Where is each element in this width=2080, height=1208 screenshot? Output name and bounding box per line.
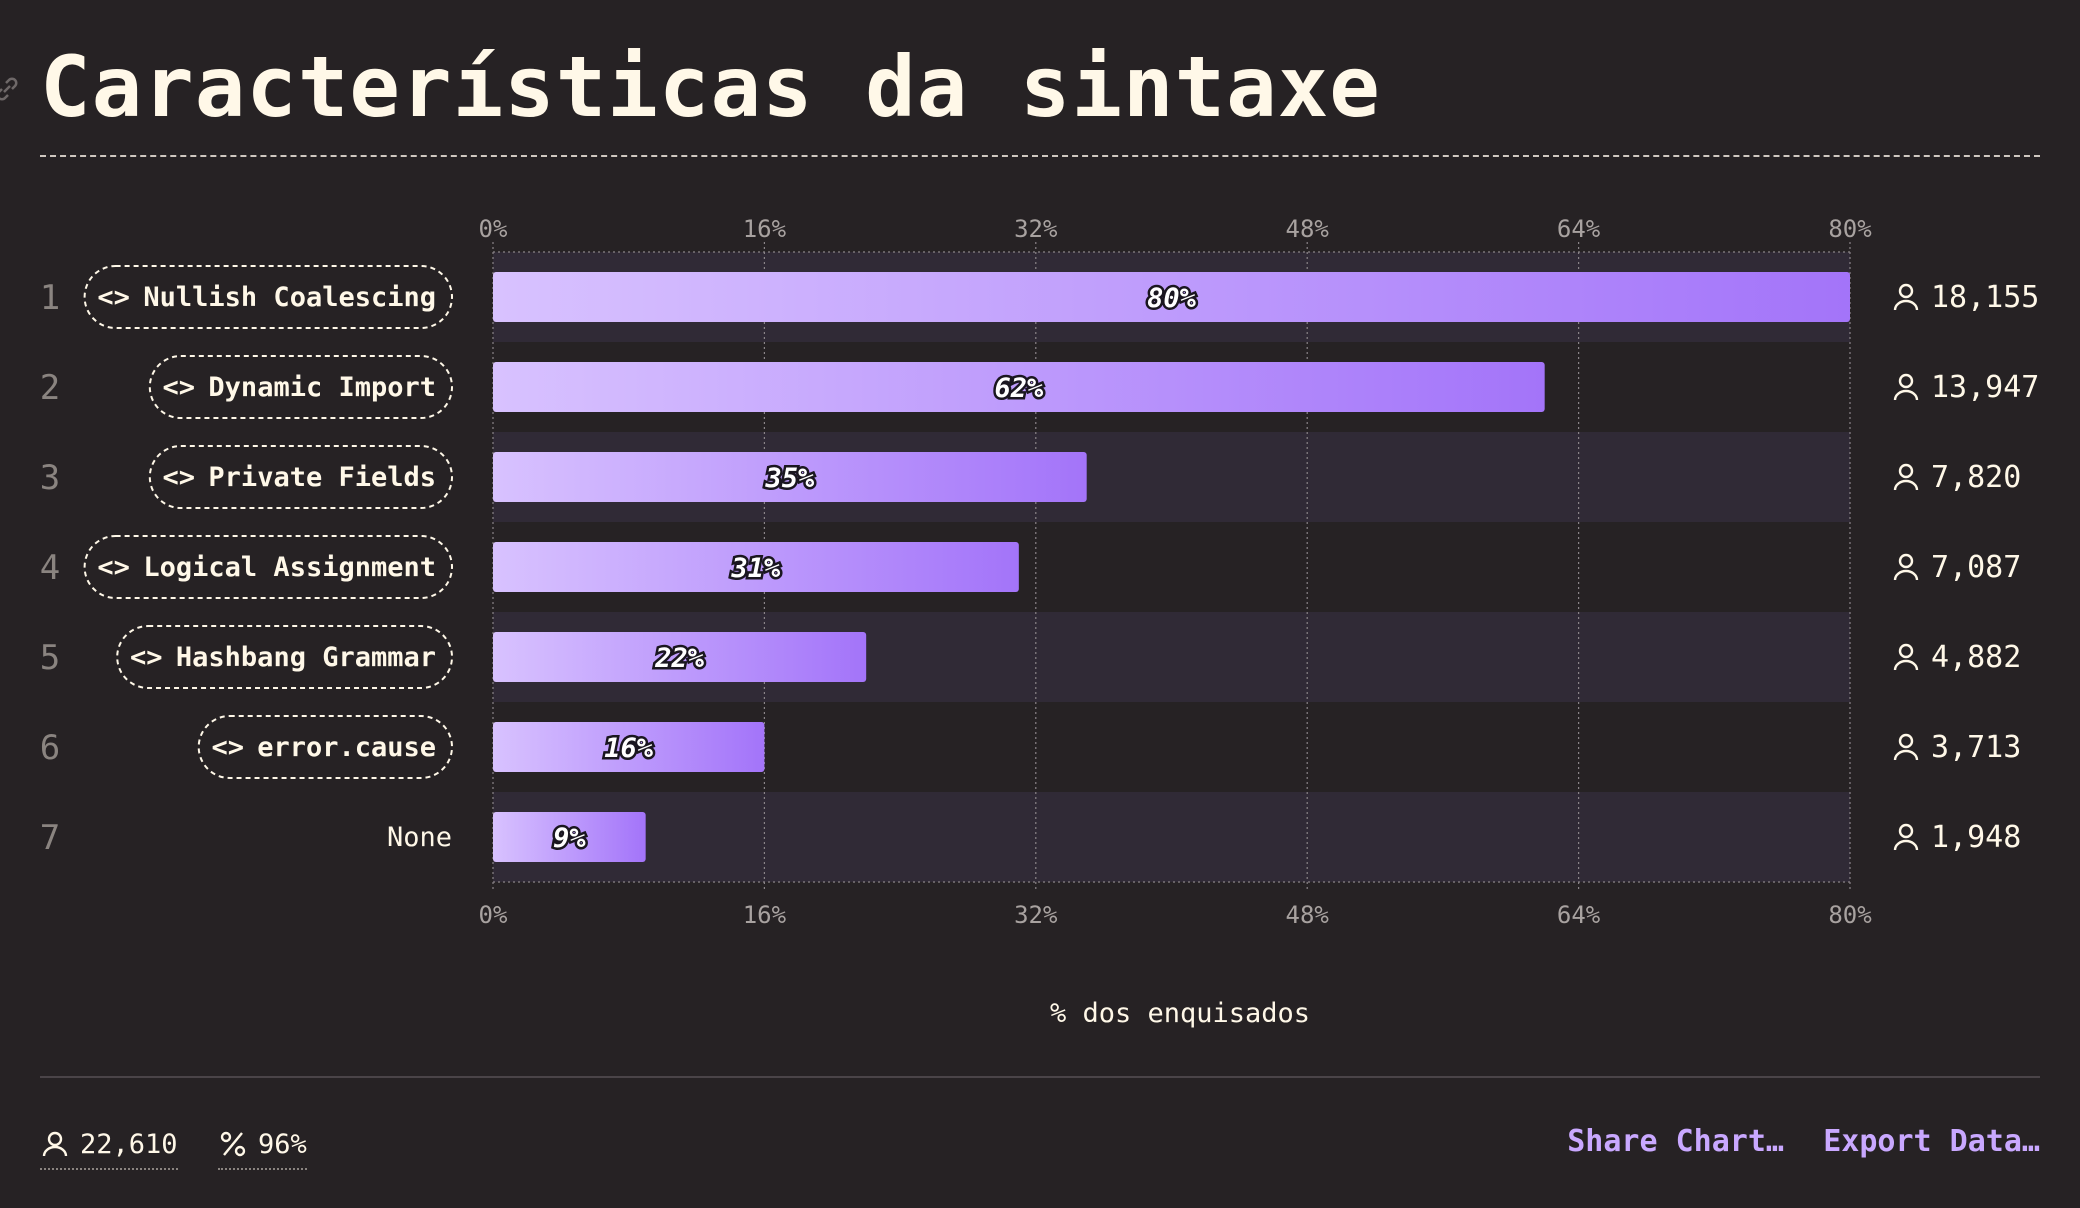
bar[interactable] <box>493 362 1545 412</box>
respondent-count: 1,948 <box>1931 820 2021 855</box>
user-icon <box>1893 373 1919 401</box>
user-icon-head <box>1898 373 1914 389</box>
user-icon-head <box>1898 643 1914 659</box>
user-icon <box>42 1131 68 1157</box>
feature-tag[interactable] <box>83 265 453 329</box>
x-tick-label-top: 16% <box>743 215 787 243</box>
x-tick-label-top: 80% <box>1828 215 1872 243</box>
rank-number: 7 <box>40 818 60 858</box>
x-tick-label-top: 64% <box>1557 215 1601 243</box>
feature-tag[interactable] <box>83 535 453 599</box>
rank-number: 6 <box>40 728 60 768</box>
share-chart-button[interactable]: Share Chart… <box>1567 1124 1784 1159</box>
bar-chart: 0%0%16%16%32%32%48%48%64%64%80%80% 80%62… <box>40 215 2040 1029</box>
x-tick-label-top: 48% <box>1286 215 1330 243</box>
user-icon-head <box>1898 463 1914 479</box>
user-icon <box>1893 733 1919 761</box>
x-axis-label: % dos enquisados <box>1050 998 1310 1029</box>
bar[interactable] <box>493 722 765 772</box>
respondents-stat[interactable]: 22,610 <box>40 1124 178 1170</box>
category-label: None <box>387 822 452 853</box>
respondents-count: 22,610 <box>80 1128 178 1160</box>
user-icon-body <box>1893 299 1919 311</box>
user-icon-body <box>1893 839 1919 851</box>
x-tick-label-bottom: 32% <box>1014 901 1058 929</box>
category-label: Private Fields <box>208 462 436 493</box>
user-icon <box>1893 283 1919 311</box>
x-tick-label-bottom: 80% <box>1828 901 1872 929</box>
code-brackets-icon: <> <box>97 552 130 583</box>
bar[interactable] <box>493 812 646 862</box>
x-tick-label-bottom: 64% <box>1557 901 1601 929</box>
footer-divider <box>40 1076 2040 1078</box>
bar[interactable] <box>493 452 1087 502</box>
code-brackets-icon: <> <box>211 732 244 763</box>
feature-tag[interactable] <box>116 625 453 689</box>
x-tick-label-bottom: 48% <box>1286 901 1330 929</box>
user-icon-body <box>1893 569 1919 581</box>
respondent-count: 18,155 <box>1931 280 2039 315</box>
title-divider <box>40 155 2040 157</box>
user-icon-body <box>1893 659 1919 671</box>
respondent-count: 7,087 <box>1931 550 2021 585</box>
x-tick-label-top: 32% <box>1014 215 1058 243</box>
rank-number: 5 <box>40 638 60 678</box>
category-label: error.cause <box>257 732 436 763</box>
row-band <box>493 792 1850 882</box>
bar-value-label: 31% <box>731 553 782 584</box>
respondent-count: 13,947 <box>1931 370 2039 405</box>
link-icon[interactable] <box>0 74 22 104</box>
user-icon-body <box>1893 749 1919 761</box>
code-brackets-icon: <> <box>163 372 196 403</box>
export-data-button[interactable]: Export Data… <box>1823 1124 2040 1159</box>
user-icon <box>1893 823 1919 851</box>
user-icon-head <box>1898 733 1914 749</box>
user-icon <box>1893 553 1919 581</box>
respondent-count: 4,882 <box>1931 640 2021 675</box>
percentage-value: 96% <box>258 1128 307 1160</box>
bar-value-label: 16% <box>604 733 654 764</box>
bar[interactable] <box>493 542 1019 592</box>
bar[interactable] <box>493 632 867 682</box>
bar-value-label: 22% <box>654 643 705 674</box>
x-tick-label-bottom: 16% <box>743 901 787 929</box>
bar-value-label: 62% <box>994 373 1044 404</box>
bar[interactable] <box>493 272 1850 322</box>
category-label: Dynamic Import <box>208 372 436 403</box>
user-icon-body <box>1893 389 1919 401</box>
user-icon-body <box>1893 479 1919 491</box>
category-label: Nullish Coalescing <box>143 282 436 313</box>
bar-value-label: 35% <box>764 463 815 494</box>
feature-tag[interactable] <box>148 355 454 419</box>
bar-value-label: 9% <box>553 823 586 854</box>
bar-value-label: 80% <box>1147 283 1197 314</box>
percentage-stat[interactable]: 96% <box>218 1124 307 1170</box>
code-brackets-icon: <> <box>163 462 196 493</box>
x-tick-label-bottom: 0% <box>479 901 508 929</box>
page-title: Características da sintaxe <box>40 38 1381 136</box>
user-icon-head <box>1898 553 1914 569</box>
code-brackets-icon: <> <box>130 642 163 673</box>
category-label: Hashbang Grammar <box>176 642 436 673</box>
respondent-count: 3,713 <box>1931 730 2021 765</box>
rank-number: 2 <box>40 368 60 408</box>
user-icon <box>1893 643 1919 671</box>
category-label: Logical Assignment <box>143 552 436 583</box>
percent-icon <box>220 1131 246 1157</box>
rank-number: 3 <box>40 458 60 498</box>
rank-number: 1 <box>40 278 60 318</box>
user-icon-head <box>1898 283 1914 299</box>
user-icon-head <box>1898 823 1914 839</box>
user-icon <box>1893 463 1919 491</box>
respondent-count: 7,820 <box>1931 460 2021 495</box>
code-brackets-icon: <> <box>97 282 130 313</box>
feature-tag[interactable] <box>148 445 454 509</box>
rank-number: 4 <box>40 548 60 588</box>
x-tick-label-top: 0% <box>479 215 508 243</box>
